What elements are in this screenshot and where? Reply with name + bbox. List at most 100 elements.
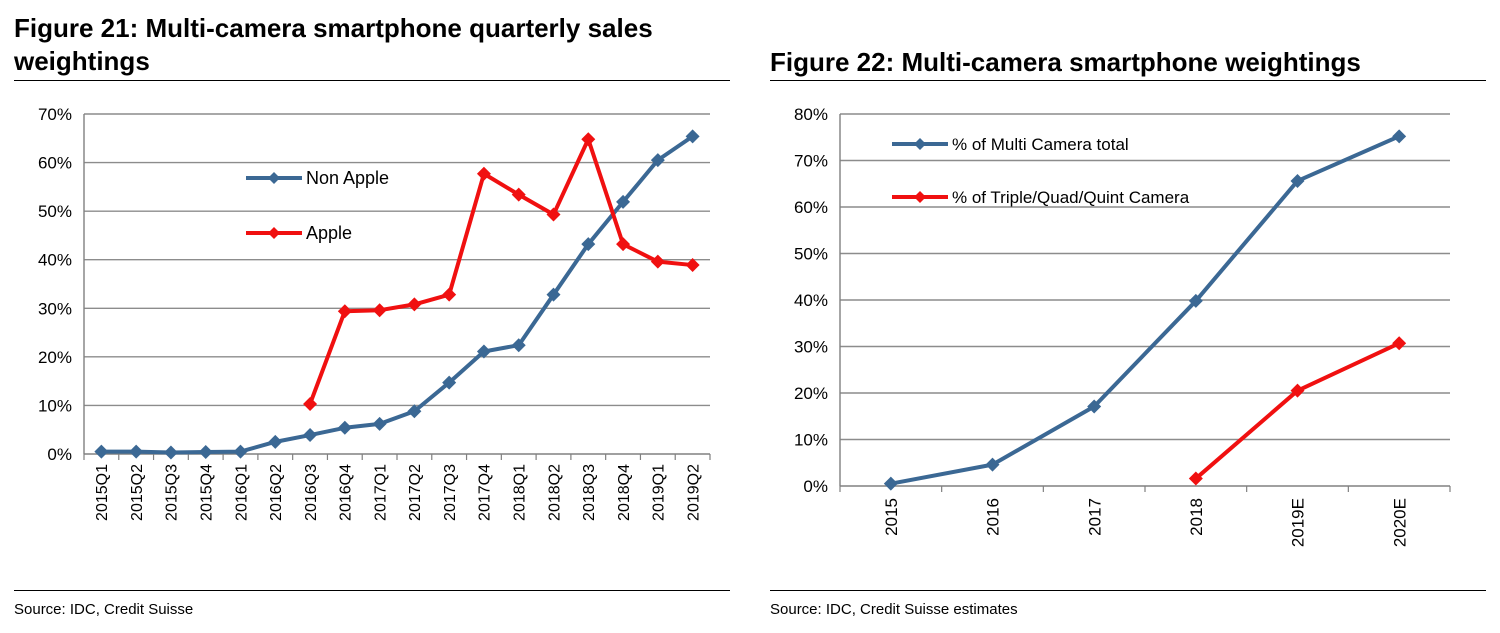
figure-21-series-non-apple-point	[685, 129, 700, 144]
figure-21-series-non-apple-point	[650, 153, 665, 168]
figure-22-x-tick-label: 2015	[882, 498, 901, 536]
figure-21-y-tick-label: 30%	[38, 299, 72, 318]
figure-21-y-tick-label: 20%	[38, 348, 72, 367]
figure-21-title-line-2: weightings	[14, 46, 150, 76]
figure-22-series-of-triple-quad-quint-camera-line	[1194, 341, 1401, 481]
figure-22-title: Figure 22: Multi-camera smartphone weigh…	[770, 47, 1361, 77]
figure-21-series-non-apple-point	[303, 428, 318, 443]
figure-22-x-tick-label: 2019E	[1289, 498, 1308, 547]
figure-21-series-non-apple-point	[511, 338, 526, 353]
figure-22-y-tick-label: 10%	[794, 431, 828, 450]
figure-21-legend-label-apple: Apple	[306, 223, 352, 243]
figure-21-series-non-apple-point	[546, 287, 561, 302]
figure-21-x-tick-label: 2018Q1	[511, 464, 528, 521]
figure-21-x-tick-label: 2017Q4	[477, 464, 494, 521]
figure-21-x-tick-label: 2017Q2	[407, 464, 424, 521]
figure-22-series-of-triple-quad-quint-camera-point	[1392, 336, 1407, 351]
figure-21-legend-label-non-apple: Non Apple	[306, 168, 389, 188]
figure-21-series-non-apple-point	[337, 420, 352, 435]
figure-21-legend-marker-non-apple	[268, 172, 280, 184]
figure-21-panel: Figure 21: Multi-camera smartphone quart…	[14, 0, 730, 633]
figure-21-series-non-apple-point	[94, 444, 109, 459]
figure-22-series-of-triple-quad-quint-camera-point	[1290, 383, 1305, 398]
figure-21-x-tick-label: 2015Q3	[164, 464, 181, 521]
figure-21-y-tick-label: 60%	[38, 154, 72, 173]
figure-21-series-apple-point	[303, 396, 318, 411]
figure-21-series-non-apple-point	[163, 445, 178, 460]
figure-22-x-tick-label: 2018	[1187, 498, 1206, 536]
figure-21-x-tick-label: 2016Q4	[338, 464, 355, 521]
figure-21-x-tick-label: 2016Q1	[233, 464, 250, 521]
figure-21-series-non-apple-point	[476, 344, 491, 359]
figure-22-y-tick-label: 50%	[794, 245, 828, 264]
figure-22-panel: Figure 22: Multi-camera smartphone weigh…	[770, 0, 1486, 633]
figure-21-series-apple-point	[650, 254, 665, 269]
figure-22-series-of-multi-camera-total-point	[1188, 293, 1203, 308]
figure-22-series-of-multi-camera-total-line	[890, 134, 1400, 486]
figure-22-source: Source: IDC, Credit Suisse estimates	[770, 601, 1018, 618]
figure-21-title: Figure 21: Multi-camera smartphone quart…	[14, 12, 730, 78]
figure-21-series-apple-point	[581, 132, 596, 147]
figure-21-x-tick-label: 2017Q1	[372, 464, 389, 521]
figure-21-top-rule	[14, 80, 730, 81]
figure-22-x-tick-label: 2016	[984, 498, 1003, 536]
figure-21-series-non-apple-point	[372, 416, 387, 431]
figure-21-source: Source: IDC, Credit Suisse	[14, 601, 194, 618]
figure-21-series-apple-point	[546, 207, 561, 222]
figure-22-y-tick-label: 80%	[794, 105, 828, 124]
figure-21-series-apple-point	[407, 297, 422, 312]
figure-21-y-tick-label: 50%	[38, 202, 72, 221]
figure-21-y-tick-label: 70%	[38, 105, 72, 124]
figure-21-series-apple-point	[685, 258, 700, 273]
figure-21-series-non-apple-point	[129, 444, 144, 459]
figure-21-series-non-apple-point	[581, 237, 596, 252]
figure-21-series-apple-point	[616, 237, 631, 252]
figure-21-series-apple-point	[511, 187, 526, 202]
figure-21-series-non-apple-point	[198, 445, 213, 460]
figure-22-y-tick-label: 30%	[794, 338, 828, 357]
figure-22-series-of-multi-camera-total-point	[1392, 129, 1407, 144]
figure-22-series-of-multi-camera-total-point	[1290, 173, 1305, 188]
figure-22-y-tick-label: 0%	[803, 477, 828, 496]
figure-22-y-tick-label: 20%	[794, 384, 828, 403]
figure-22-legend-label-of-multi-camera-total: % of Multi Camera total	[952, 135, 1129, 154]
figure-21-x-tick-label: 2016Q2	[268, 464, 285, 521]
figure-21-x-tick-label: 2019Q2	[685, 464, 702, 521]
figure-21-bottom-rule	[14, 590, 730, 591]
figure-22-series-of-multi-camera-total-point	[883, 476, 898, 491]
figure-21-series-non-apple-point	[268, 434, 283, 449]
figure-22-y-tick-label: 60%	[794, 198, 828, 217]
figure-22-chart: 0% 10% 20% 30% 40% 50% 60% 70% 80% 2015 2016 2017 20…	[794, 105, 1451, 547]
figure-21-title-line-1: Figure 21: Multi-camera smartphone quart…	[14, 13, 653, 43]
figure-21-y-tick-label: 0%	[47, 445, 72, 464]
figure-22-bottom-rule	[770, 590, 1486, 591]
figure-22-legend-label-of-triple-quad-quint-camera: % of Triple/Quad/Quint Camera	[952, 188, 1190, 207]
figure-22-top-rule	[770, 80, 1486, 81]
figure-21-x-tick-label: 2015Q4	[198, 464, 215, 521]
figure-22-legend-marker-of-triple-quad-quint-camera	[914, 191, 926, 203]
figure-22-x-tick-label: 2017	[1085, 498, 1104, 536]
figure-21-series-apple-point	[476, 166, 491, 181]
figure-21-series-non-apple-point	[442, 375, 457, 390]
figure-21-y-tick-label: 40%	[38, 251, 72, 270]
figure-21-series-non-apple-point	[616, 194, 631, 209]
figure-21-series-apple-point	[372, 303, 387, 318]
figure-22-series-of-triple-quad-quint-camera-point	[1188, 471, 1203, 486]
figure-21-legend-marker-apple	[268, 227, 280, 239]
figure-21-series-apple-point	[337, 304, 352, 319]
figure-21-x-tick-label: 2018Q4	[616, 464, 633, 521]
figure-21-x-tick-label: 2015Q2	[129, 464, 146, 521]
figure-21-x-tick-label: 2015Q1	[94, 464, 111, 521]
figure-22-legend-marker-of-multi-camera-total	[914, 138, 926, 150]
figure-21-x-tick-label: 2019Q1	[651, 464, 668, 521]
figure-21-y-tick-label: 10%	[38, 396, 72, 415]
figure-21-series-non-apple-point	[407, 404, 422, 419]
figure-21-x-tick-label: 2018Q3	[581, 464, 598, 521]
figure-21-series-apple-point	[442, 287, 457, 302]
figure-22-y-tick-label: 70%	[794, 152, 828, 171]
figure-21-chart: 0% 10% 20% 30% 40% 50% 60% 70% 2015Q1 2015Q2 2015Q…	[38, 105, 711, 521]
figure-21-series-non-apple-point	[233, 444, 248, 459]
figure-22-series-of-multi-camera-total-point	[1087, 399, 1102, 414]
figure-21-x-tick-label: 2018Q2	[546, 464, 563, 521]
figure-21-x-tick-label: 2017Q3	[442, 464, 459, 521]
